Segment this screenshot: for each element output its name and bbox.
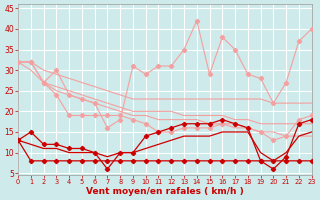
X-axis label: Vent moyen/en rafales ( km/h ): Vent moyen/en rafales ( km/h ) — [86, 187, 244, 196]
